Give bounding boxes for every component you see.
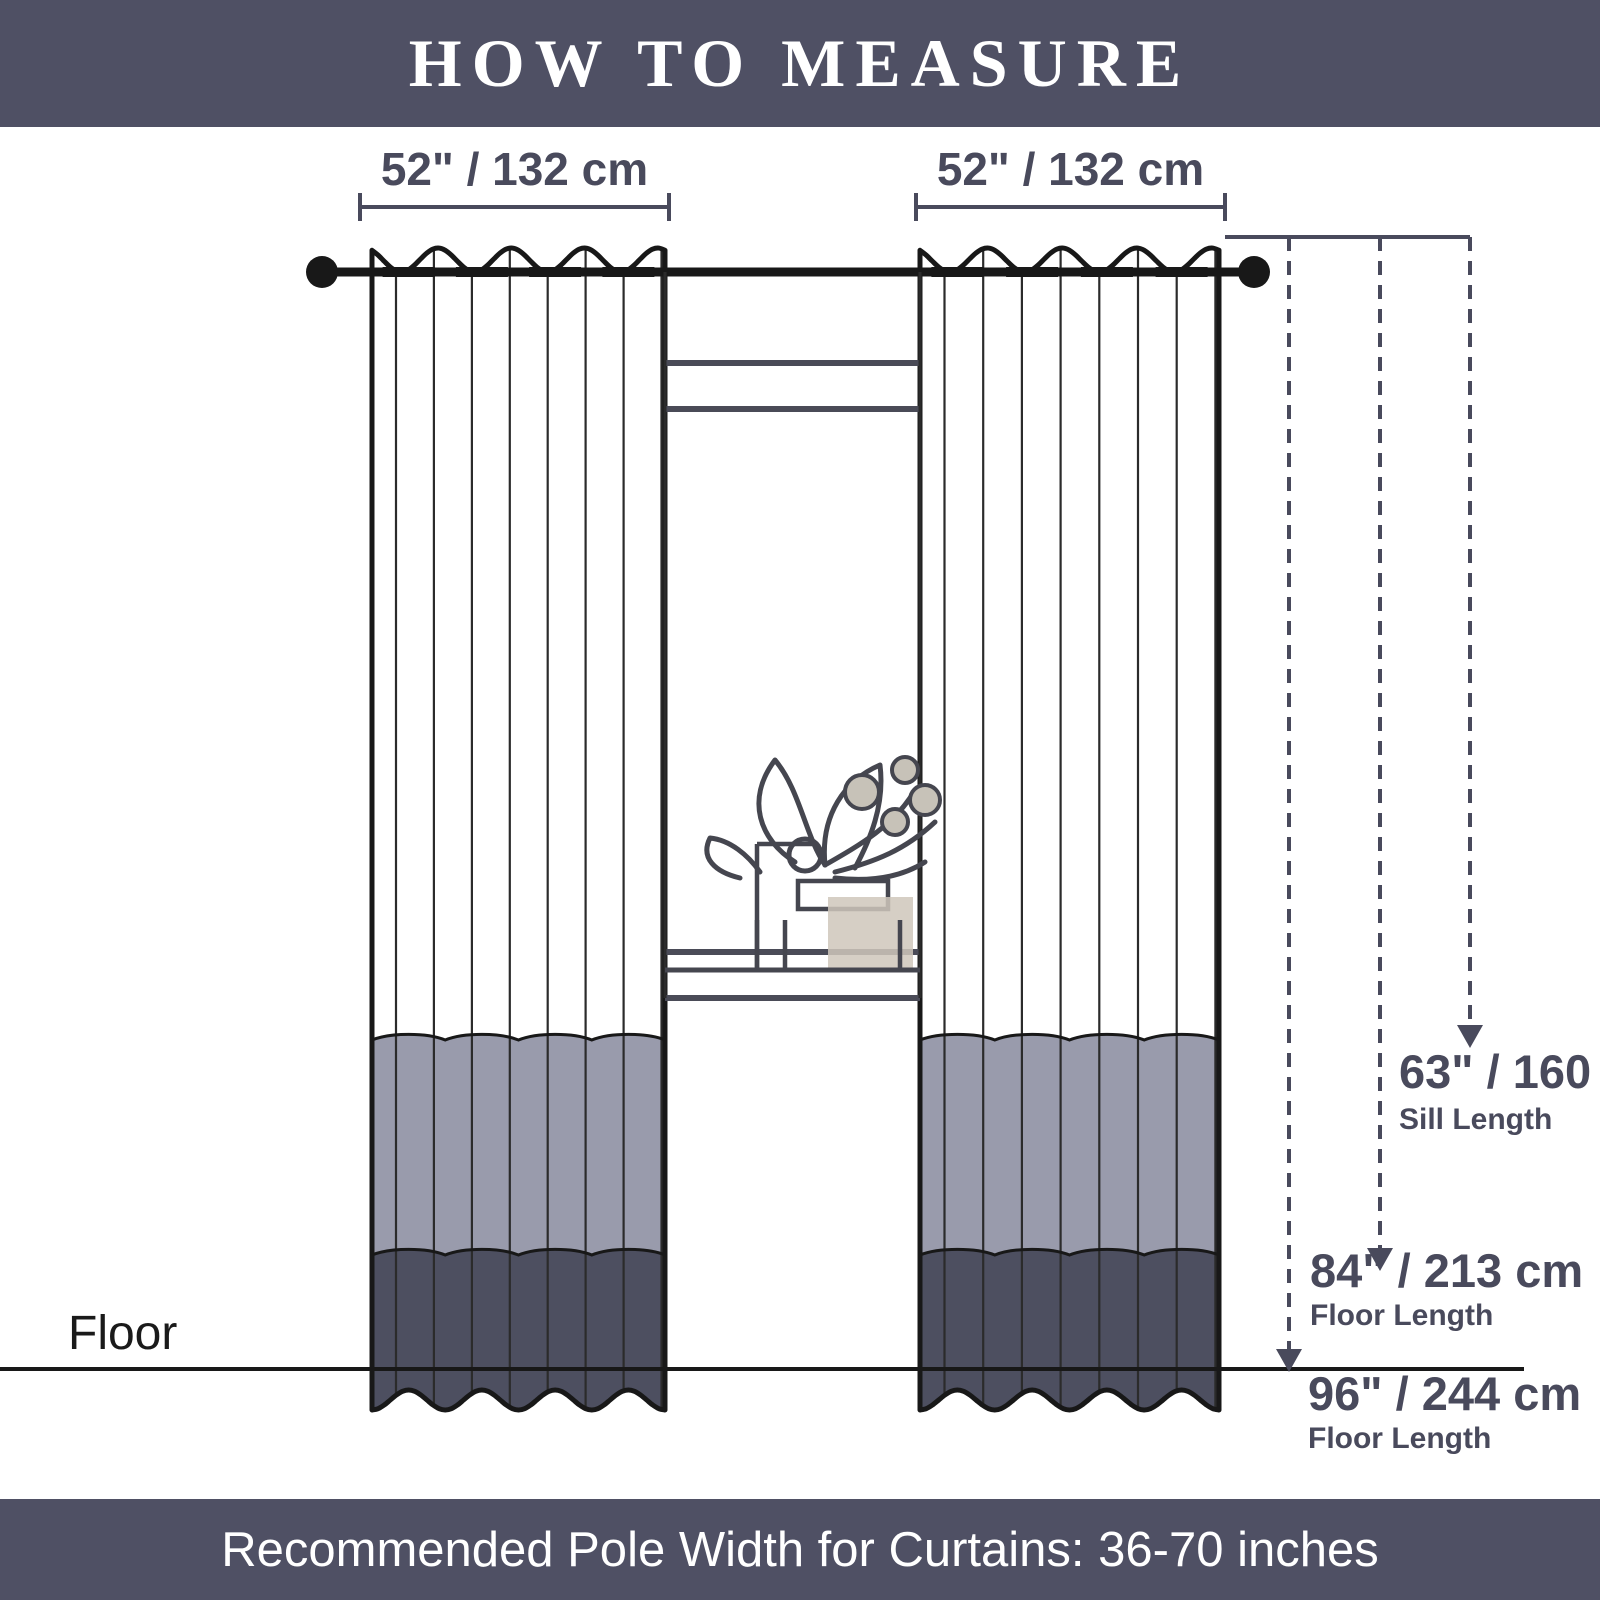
svg-text:Floor Length: Floor Length [1310, 1299, 1493, 1332]
svg-text:52" / 132 cm: 52" / 132 cm [937, 143, 1204, 195]
svg-text:52" / 132 cm: 52" / 132 cm [381, 143, 648, 195]
svg-text:Floor Length: Floor Length [1308, 1422, 1491, 1455]
svg-text:Floor: Floor [68, 1307, 177, 1360]
svg-text:96" / 244 cm: 96" / 244 cm [1308, 1367, 1581, 1420]
svg-text:84" / 213 cm: 84" / 213 cm [1310, 1244, 1583, 1297]
svg-text:63" / 160 cm: 63" / 160 cm [1399, 1045, 1600, 1098]
svg-text:Sill Length: Sill Length [1399, 1103, 1552, 1136]
